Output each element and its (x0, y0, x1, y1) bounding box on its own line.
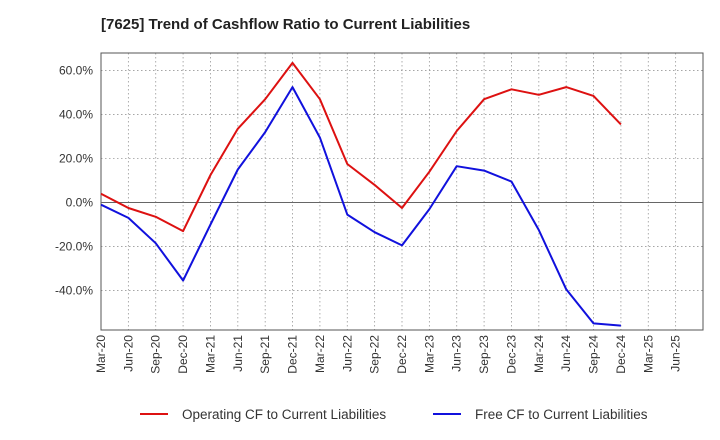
x-tick-label: Jun-21 (231, 335, 245, 372)
x-axis: Mar-20 Jun-20 Sep-20 Dec-20 Mar-21 Jun-21 Sep-… (94, 335, 683, 374)
x-tick-label: Sep-20 (149, 335, 163, 374)
x-tick-label: Mar-22 (313, 335, 327, 373)
x-tick-label: Dec-20 (176, 335, 190, 374)
y-tick-label: -20.0% (55, 239, 93, 253)
x-tick-label: Jun-20 (121, 335, 135, 372)
x-tick-label: Sep-24 (587, 335, 601, 374)
x-tick-label: Jun-25 (669, 335, 683, 372)
x-tick-label: Jun-22 (340, 335, 354, 372)
y-tick-label: -40.0% (55, 283, 93, 297)
legend: Operating CF to Current Liabilities Free … (140, 407, 648, 422)
x-tick-label: Dec-21 (286, 335, 300, 374)
y-tick-label: 40.0% (59, 108, 93, 122)
plot-area (100, 52, 704, 331)
y-tick-label: 60.0% (59, 64, 93, 78)
x-tick-label: Mar-20 (94, 335, 108, 373)
series-line-2 (100, 86, 621, 327)
x-tick-label: Sep-22 (368, 335, 382, 374)
x-tick-label: Jun-23 (450, 335, 464, 372)
x-tick-label: Mar-25 (641, 335, 655, 373)
x-tick-label: Mar-21 (203, 335, 217, 373)
x-tick-label: Dec-24 (614, 335, 628, 374)
x-tick-label: Mar-23 (422, 335, 436, 373)
x-tick-label: Sep-21 (258, 335, 272, 374)
x-tick-label: Sep-23 (477, 335, 491, 374)
y-tick-label: 20.0% (59, 152, 93, 166)
chart-title: [7625] Trend of Cashflow Ratio to Curren… (101, 16, 471, 33)
y-tick-label: 0.0% (66, 195, 94, 209)
legend-label-2: Free CF to Current Liabilities (475, 407, 648, 422)
series-layer (100, 61, 622, 327)
x-tick-label: Mar-24 (532, 335, 546, 373)
x-tick-label: Jun-24 (559, 335, 573, 372)
series-line-1 (100, 61, 622, 233)
legend-label-1: Operating CF to Current Liabilities (182, 407, 386, 422)
x-tick-label: Dec-23 (504, 335, 518, 374)
x-tick-label: Dec-22 (395, 335, 409, 374)
grid-lines (101, 53, 703, 330)
y-axis: -40.0% -20.0% 0.0% 20.0% 40.0% 60.0% (55, 64, 93, 298)
